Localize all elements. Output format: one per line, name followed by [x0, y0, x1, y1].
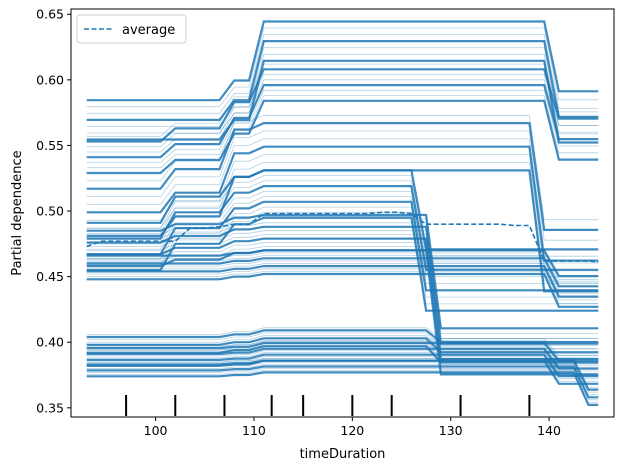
series-line-average — [86, 211, 599, 263]
ice-curve — [86, 340, 599, 359]
ice-curve — [86, 83, 599, 159]
ice-curve — [86, 154, 599, 272]
ice-curve — [86, 47, 599, 127]
ice-curve — [86, 338, 599, 357]
x-axis-label: timeDuration — [300, 447, 386, 462]
ice-curve — [86, 345, 599, 364]
x-axis: 100 110 120 130 140 — [144, 417, 561, 438]
ice-curve — [86, 27, 599, 108]
ice-curve — [86, 358, 599, 388]
ice-curve — [86, 337, 599, 354]
ice-curve — [86, 344, 599, 364]
ice-curve — [86, 260, 599, 291]
ice-curve — [86, 175, 599, 257]
legend: average — [76, 14, 187, 44]
ice-curve — [86, 79, 599, 153]
average-series — [86, 211, 599, 263]
ice-curve — [86, 265, 599, 298]
ice-curve — [86, 68, 599, 143]
ice-curve — [86, 346, 599, 367]
ice-curve — [86, 99, 599, 175]
ice-curve — [86, 89, 599, 163]
ice-curve — [86, 130, 599, 241]
ice-curve — [86, 371, 599, 406]
ice-curve — [86, 218, 599, 334]
ice-curve — [86, 74, 599, 148]
ice-curve — [86, 211, 599, 305]
ice-curve — [86, 213, 599, 330]
ice-curve — [86, 257, 599, 288]
ice-curve — [86, 114, 599, 221]
x-tick-label: 110 — [242, 423, 266, 438]
ice-curve — [86, 180, 599, 264]
ice-curve — [86, 237, 599, 361]
ice-curve — [86, 252, 599, 280]
ice-curve — [86, 352, 599, 375]
ice-curve — [86, 359, 599, 391]
ice-curve — [86, 20, 599, 102]
ice-curve — [86, 350, 599, 372]
plot-frame — [70, 8, 615, 418]
ice-curve — [86, 185, 599, 271]
ice-curve — [86, 53, 599, 135]
ice-curve — [86, 270, 599, 304]
y-tick-label: 0.55 — [36, 138, 64, 153]
y-tick-label: 0.35 — [36, 400, 64, 415]
ice-curve — [86, 121, 599, 231]
x-tick-label: 130 — [439, 423, 463, 438]
ice-curve — [86, 341, 599, 362]
y-tick-label: 0.45 — [36, 269, 64, 284]
ice-curve — [86, 222, 599, 339]
ice-curve — [86, 272, 599, 308]
y-tick-label: 0.50 — [36, 204, 64, 219]
ice-curve — [86, 332, 599, 346]
rug-ticks — [125, 395, 531, 416]
ice-curve — [86, 95, 599, 169]
ice-curve — [86, 347, 599, 370]
ice-curve — [86, 242, 599, 365]
ice-curves — [86, 20, 599, 406]
legend-box — [76, 14, 187, 44]
ice-curve — [86, 34, 599, 114]
ice-curve — [86, 327, 599, 339]
ice-curve — [86, 353, 599, 378]
ice-curve — [86, 364, 599, 396]
x-tick-label: 100 — [144, 423, 168, 438]
ice-curve — [86, 162, 599, 282]
legend-label-average: average — [122, 23, 175, 38]
ice-curve — [86, 255, 599, 284]
x-tick-label: 120 — [340, 423, 364, 438]
x-tick-label: 140 — [537, 423, 561, 438]
ice-curve — [86, 362, 599, 393]
ice-curve — [86, 369, 599, 403]
y-axis: 0.35 0.40 0.45 0.50 0.55 0.60 0.65 — [36, 7, 71, 415]
ice-curve — [86, 63, 599, 137]
ice-curve — [86, 200, 599, 292]
ice-curve — [86, 145, 599, 262]
y-axis-label: Partial dependence — [10, 150, 25, 275]
ice-curve — [86, 196, 599, 284]
y-tick-label: 0.65 — [36, 7, 64, 22]
ice-curve — [86, 249, 599, 278]
ice-curve — [86, 59, 599, 144]
ice-curve — [86, 190, 599, 278]
y-tick-label: 0.60 — [36, 72, 64, 87]
ice-curve — [86, 268, 599, 301]
ice-curve — [86, 365, 599, 399]
ice-curve — [86, 263, 599, 294]
ice-curve — [86, 39, 599, 122]
ice-curve — [86, 329, 599, 344]
ice-curve — [86, 356, 599, 380]
y-tick-label: 0.40 — [36, 335, 64, 350]
ice-curve — [86, 368, 599, 401]
ice-curve — [86, 138, 599, 251]
